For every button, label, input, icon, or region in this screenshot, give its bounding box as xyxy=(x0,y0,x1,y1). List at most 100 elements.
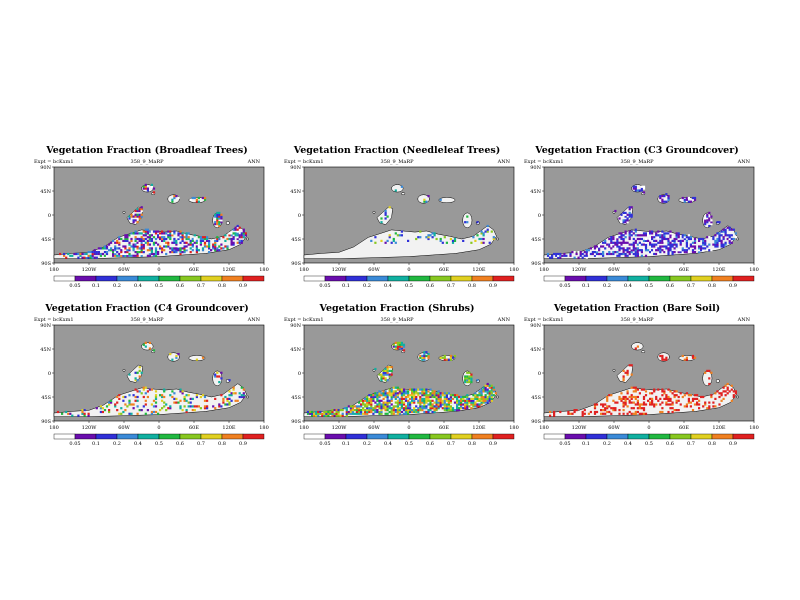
fraction-cell xyxy=(351,407,354,410)
fraction-cell xyxy=(191,245,194,248)
experiment-label: Expt = bcKxm1 xyxy=(34,159,74,165)
fraction-cell xyxy=(161,237,164,241)
fraction-cell xyxy=(142,343,145,346)
x-tick-label: 0 xyxy=(407,425,410,431)
fraction-cell xyxy=(470,375,473,378)
fraction-cell xyxy=(687,399,690,402)
fraction-cell xyxy=(423,403,426,406)
fraction-cell xyxy=(653,388,656,391)
fraction-cell xyxy=(671,239,674,242)
colorbar: 0.05 0.1 0.2 0.4 0.5 0.6 0.7 0.8 0.9 xyxy=(543,433,755,447)
fraction-cell xyxy=(685,236,688,239)
y-tick-label: 45S xyxy=(531,395,541,401)
fraction-cell xyxy=(128,412,131,415)
fraction-cell xyxy=(171,358,174,361)
fraction-cell xyxy=(604,239,607,242)
fraction-cell xyxy=(355,410,359,414)
fraction-cell xyxy=(712,236,715,239)
fraction-cell xyxy=(398,234,401,237)
fraction-cell xyxy=(628,410,631,414)
colorbar: 0.05 0.1 0.2 0.4 0.5 0.6 0.7 0.8 0.9 xyxy=(303,275,515,289)
fraction-cell xyxy=(437,401,440,404)
fraction-cell xyxy=(189,198,192,201)
fraction-cell xyxy=(378,392,381,395)
fraction-cell xyxy=(327,410,330,414)
fraction-cell xyxy=(669,397,672,400)
fraction-cell xyxy=(384,367,387,371)
fraction-cell xyxy=(128,249,131,252)
fraction-cell xyxy=(462,407,465,410)
fraction-cell xyxy=(390,369,393,372)
fraction-cell xyxy=(655,249,658,252)
fraction-cell xyxy=(99,252,102,256)
fraction-cell xyxy=(148,236,151,239)
fraction-cell xyxy=(411,395,414,399)
fraction-cell xyxy=(142,187,145,190)
fraction-cell xyxy=(659,251,662,254)
fraction-cell xyxy=(632,243,635,246)
fraction-cell xyxy=(636,399,639,402)
fraction-cell xyxy=(171,234,174,237)
fraction-cell xyxy=(587,252,590,256)
fraction-cell xyxy=(665,403,668,406)
fraction-cell xyxy=(480,394,483,397)
fraction-cell xyxy=(728,236,731,239)
fraction-cell xyxy=(716,243,719,246)
fraction-cell xyxy=(388,394,391,397)
fraction-cell xyxy=(396,347,399,350)
colorbar-swatch xyxy=(387,433,410,440)
fraction-cell xyxy=(616,236,619,239)
fraction-cell xyxy=(626,373,629,376)
colorbar-swatch xyxy=(627,433,650,440)
fraction-cell xyxy=(466,215,469,218)
fraction-cell xyxy=(103,245,107,248)
fraction-cell xyxy=(419,403,422,406)
fraction-cell xyxy=(614,243,617,246)
fraction-cell xyxy=(214,247,217,250)
fraction-cell xyxy=(402,390,406,393)
fraction-cell xyxy=(693,403,697,406)
fraction-cell xyxy=(159,234,162,237)
fraction-cell xyxy=(488,386,491,389)
fraction-cell xyxy=(130,215,133,218)
fraction-cell xyxy=(458,399,461,402)
fraction-cell xyxy=(728,390,731,393)
fraction-cell xyxy=(203,395,207,399)
fraction-cell xyxy=(482,237,485,241)
fraction-cell xyxy=(380,407,383,410)
fraction-cell xyxy=(101,247,104,250)
fraction-cell xyxy=(476,234,479,237)
fraction-cell xyxy=(657,236,660,239)
fraction-cell xyxy=(161,395,164,399)
experiment-label: Expt = bcKxm1 xyxy=(524,317,564,323)
fraction-cell xyxy=(724,243,727,246)
fraction-cell xyxy=(689,236,692,239)
fraction-cell xyxy=(460,405,463,408)
fraction-cell xyxy=(199,241,202,244)
fraction-cell xyxy=(612,245,615,248)
fraction-cell xyxy=(696,403,699,406)
fraction-cell xyxy=(626,254,629,257)
fraction-cell xyxy=(726,382,729,386)
fraction-cell xyxy=(708,377,711,380)
y-tick-label: 90S xyxy=(291,419,301,425)
fraction-cell xyxy=(413,397,416,400)
fraction-cell xyxy=(486,390,489,393)
x-tick-label: 180 xyxy=(49,267,59,273)
fraction-cell xyxy=(610,241,613,244)
fraction-cell xyxy=(140,209,143,213)
fraction-cell xyxy=(651,245,654,248)
fraction-cell xyxy=(439,403,442,406)
fraction-cell xyxy=(325,412,328,415)
fraction-cell xyxy=(419,409,422,412)
fraction-cell xyxy=(453,239,457,242)
experiment-label: Expt = bcKxm1 xyxy=(524,159,564,165)
colorbar: 0.05 0.1 0.2 0.4 0.5 0.6 0.7 0.8 0.9 xyxy=(303,433,515,447)
fraction-cell xyxy=(696,397,699,400)
fraction-cell xyxy=(549,256,552,259)
fraction-cell xyxy=(417,388,420,391)
fraction-cell xyxy=(624,397,627,400)
fraction-cell xyxy=(148,252,151,256)
fraction-cell xyxy=(165,245,168,248)
fraction-cell xyxy=(132,219,135,222)
